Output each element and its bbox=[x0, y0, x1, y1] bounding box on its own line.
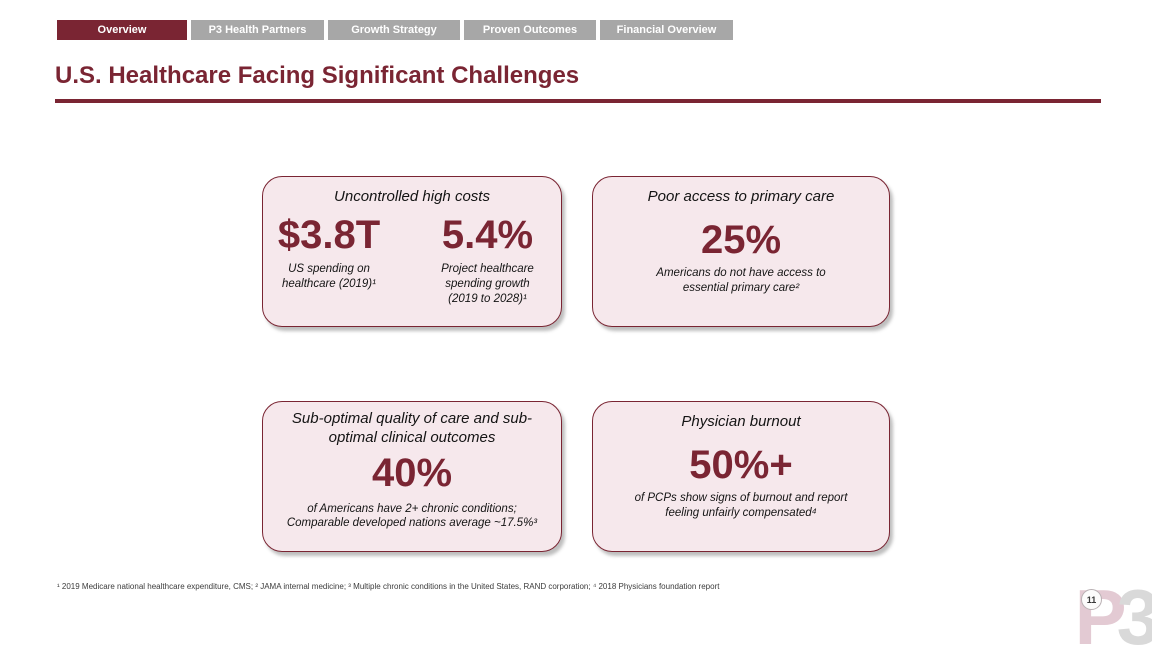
page-number-badge: 11 bbox=[1081, 589, 1102, 610]
tab-growth-strategy[interactable]: Growth Strategy bbox=[328, 20, 460, 40]
challenge-card-uncontrolled-costs: Uncontrolled high costs $3.8T US spendin… bbox=[262, 176, 562, 327]
stat-caption: US spending on healthcare (2019)¹ bbox=[282, 262, 376, 290]
tab-financial-overview[interactable]: Financial Overview bbox=[600, 20, 733, 40]
tab-overview[interactable]: Overview bbox=[57, 20, 187, 40]
stat-value: 5.4% bbox=[441, 212, 534, 257]
p3-logo: P3 bbox=[1075, 578, 1152, 648]
stat-value: 40% bbox=[371, 450, 453, 495]
challenge-card-suboptimal-quality: Sub-optimal quality of care and sub- opt… bbox=[262, 401, 562, 552]
stat-spending-growth: 5.4% Project healthcare spending growth … bbox=[418, 215, 558, 307]
stat-value: $3.8T bbox=[277, 212, 381, 257]
challenge-card-physician-burnout: Physician burnout 50%+ of PCPs show sign… bbox=[592, 401, 890, 552]
tab-proven-outcomes[interactable]: Proven Outcomes bbox=[464, 20, 596, 40]
logo-letter-p: P bbox=[1074, 573, 1127, 648]
logo-letter-3: 3 bbox=[1116, 573, 1152, 648]
stat-value: 25% bbox=[700, 217, 782, 262]
card-heading: Uncontrolled high costs bbox=[334, 188, 490, 205]
stat-caption: Project healthcare spending growth (2019… bbox=[441, 262, 534, 305]
nav-tabs: Overview P3 Health Partners Growth Strat… bbox=[57, 20, 733, 40]
title-underline bbox=[55, 99, 1101, 103]
challenge-card-poor-access: Poor access to primary care 25% American… bbox=[592, 176, 890, 327]
stat-caption: of PCPs show signs of burnout and report… bbox=[634, 491, 848, 519]
card-heading: Poor access to primary care bbox=[647, 188, 835, 205]
stats-row: $3.8T US spending on healthcare (2019)¹ … bbox=[267, 215, 558, 307]
stat-caption: of Americans have 2+ chronic conditions;… bbox=[286, 502, 538, 530]
footnote: ¹ 2019 Medicare national healthcare expe… bbox=[57, 582, 720, 591]
stat-value: 50%+ bbox=[689, 442, 793, 487]
tab-p3-health-partners[interactable]: P3 Health Partners bbox=[191, 20, 324, 40]
stat-caption: Americans do not have access to essentia… bbox=[656, 266, 826, 294]
card-heading: Physician burnout bbox=[681, 413, 801, 430]
page-title: U.S. Healthcare Facing Significant Chall… bbox=[55, 62, 580, 89]
stat-us-spending: $3.8T US spending on healthcare (2019)¹ bbox=[267, 215, 392, 307]
card-heading: Sub-optimal quality of care and sub- opt… bbox=[291, 410, 533, 446]
